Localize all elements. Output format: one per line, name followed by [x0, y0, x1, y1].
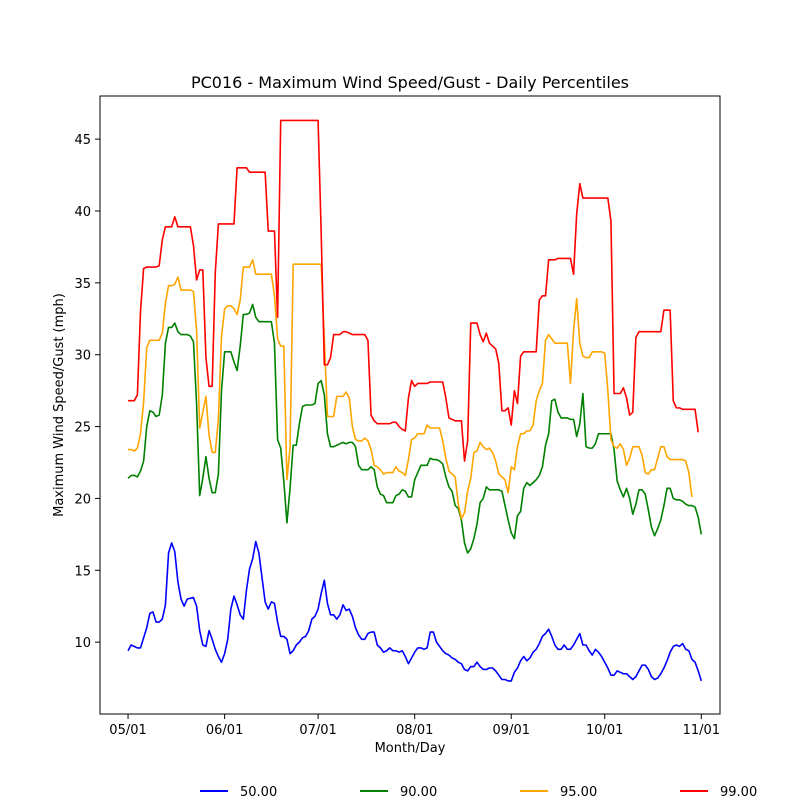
y-tick-label: 30: [74, 349, 91, 364]
legend-label: 95.00: [560, 785, 597, 800]
series-line-95-00: [128, 259, 693, 520]
plot-frame: [99, 95, 721, 715]
x-tick-label: 09/01: [493, 723, 530, 738]
legend-label: 90.00: [400, 785, 437, 800]
y-axis: 10 15 20 25 30 35 40 45: [74, 133, 100, 651]
y-tick-label: 10: [74, 636, 91, 651]
x-tick-label: 11/01: [683, 723, 720, 738]
x-axis-title: Month/Day: [375, 741, 446, 756]
x-tick-label: 08/01: [396, 723, 433, 738]
series-line-90-00: [127, 303, 703, 554]
x-tick-label: 07/01: [299, 723, 336, 738]
x-tick-label: 06/01: [206, 723, 243, 738]
y-tick-label: 25: [74, 421, 91, 436]
chart-title: PC016 - Maximum Wind Speed/Gust - Daily …: [191, 73, 629, 92]
series-line-50-00: [127, 540, 703, 682]
x-tick-label: 05/01: [109, 723, 146, 738]
legend: 50.00 90.00 95.00 99.00: [200, 785, 757, 800]
legend-label: 99.00: [720, 785, 757, 800]
x-axis: 05/01 06/01 07/01 08/01 09/01 10/01 11/01: [109, 714, 720, 738]
y-axis-title: Maximum Wind Speed/Gust (mph): [52, 293, 67, 517]
y-tick-label: 35: [74, 277, 91, 292]
series-line-99-00: [128, 119, 699, 462]
x-tick-label: 10/01: [586, 723, 623, 738]
plot-area: [127, 119, 703, 682]
y-tick-label: 15: [74, 564, 91, 579]
y-tick-label: 20: [74, 492, 91, 507]
legend-label: 50.00: [240, 785, 277, 800]
y-tick-label: 40: [74, 205, 91, 220]
y-tick-label: 45: [74, 133, 91, 148]
